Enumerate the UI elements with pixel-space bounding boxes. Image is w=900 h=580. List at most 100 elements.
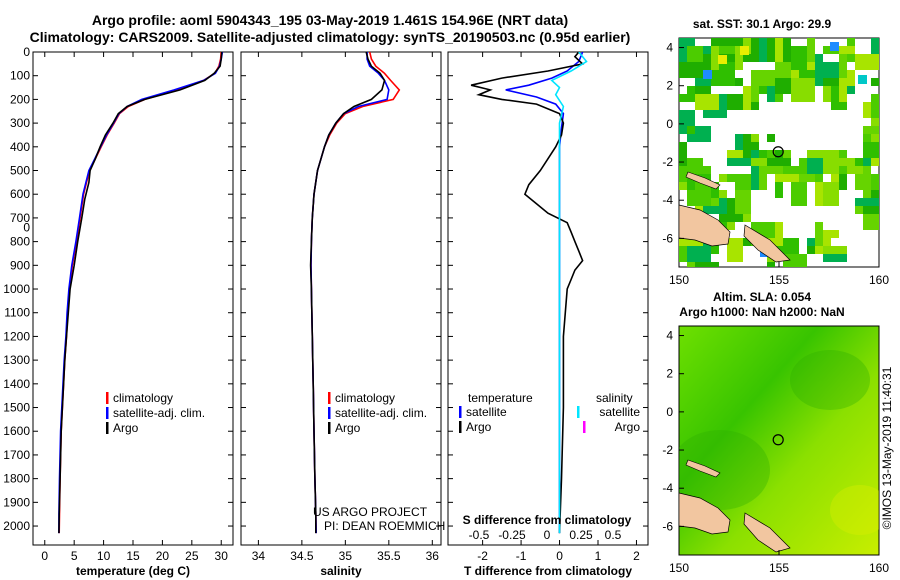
x-tick-label: 34.5 <box>290 549 314 563</box>
sst-cell <box>839 166 863 174</box>
sst-cell <box>767 262 775 267</box>
sst-cell <box>719 38 743 46</box>
y-tick-label: 0 <box>666 117 673 131</box>
sst-cell <box>815 182 823 206</box>
series-group <box>58 52 224 534</box>
x-tick-label: 34 <box>252 549 266 563</box>
sst-cell <box>703 78 711 86</box>
sst-cell <box>863 126 879 134</box>
x-tick-label: 0 <box>41 549 48 563</box>
sst-cell <box>791 182 807 206</box>
sst-cell <box>740 46 749 55</box>
sst-cell <box>807 246 815 254</box>
sst-cell <box>863 206 879 214</box>
y-tick-label: -2 <box>662 443 673 457</box>
x-tick-label: 5 <box>71 549 78 563</box>
sst-cell <box>679 166 687 182</box>
y-tick-label: 2 <box>666 79 673 93</box>
y-tick-label: 100 <box>10 69 30 83</box>
argo-position-marker <box>772 146 784 158</box>
x-axis-label: salinity <box>320 564 362 578</box>
legend-swatch <box>106 407 109 419</box>
legend-entry: satellite-adj. clim. <box>113 406 205 420</box>
legend-swatch <box>106 392 109 404</box>
legend-swatch <box>583 421 586 433</box>
x-tick-label: 35.5 <box>377 549 401 563</box>
sst-cell <box>855 54 879 70</box>
annotation-line: US ARGO PROJECT <box>313 505 428 519</box>
y-tick-label: 1200 <box>3 329 30 343</box>
legend-heading: salinity <box>596 391 633 405</box>
annotation-line: PI: DEAN ROEMMICH <box>324 519 445 533</box>
x-axis-label: T difference from climatology <box>464 564 632 578</box>
land-new-guinea-sst <box>679 171 791 263</box>
sst-cell <box>823 246 847 254</box>
x-tick-label: 10 <box>97 549 111 563</box>
y-tick-label: 700 <box>10 211 30 225</box>
y-tick-label: 200 <box>10 92 30 106</box>
legend-entry: satellite-adj. clim. <box>335 406 427 420</box>
sst-cell <box>751 38 759 62</box>
sst-cell <box>735 190 751 214</box>
legend-swatch <box>106 422 109 434</box>
sst-cell <box>751 70 775 86</box>
sst-cell <box>759 86 767 94</box>
legend-entry: satellite <box>466 405 507 419</box>
sst-cell <box>759 222 775 238</box>
sst-cell <box>823 78 847 86</box>
legend-entry: climatology <box>335 391 395 405</box>
legend-entry: satellite <box>599 405 640 419</box>
sst-cell <box>735 174 751 190</box>
legend-entry: climatology <box>113 391 173 405</box>
x-tick-label: 2 <box>633 549 640 563</box>
sst-cell <box>863 214 879 230</box>
legend-swatch <box>328 407 331 419</box>
sst-cell <box>719 214 743 222</box>
sst-field <box>679 38 879 267</box>
y-tick-label: 600 <box>10 187 30 201</box>
sst-cell <box>839 78 847 102</box>
sst-cell <box>775 150 783 158</box>
argo-position-marker <box>772 434 784 446</box>
sst-cell <box>759 166 767 190</box>
series-line-salinity-satellite <box>550 52 588 534</box>
sst-cell <box>687 46 703 62</box>
y-tick-label: 1400 <box>3 377 30 391</box>
sst-cell <box>830 42 839 51</box>
sla-field <box>679 350 879 535</box>
s-tick-label: -0.5 <box>469 528 490 542</box>
sst-cell <box>679 62 687 78</box>
sst-cell <box>751 86 759 102</box>
y-tick-label: 1500 <box>3 401 30 415</box>
sst-cell <box>727 150 743 158</box>
plot-frame <box>32 51 234 546</box>
x-tick-label: 0 <box>556 549 563 563</box>
sst-cell <box>775 38 783 62</box>
x-axis-label: temperature (deg C) <box>76 564 190 578</box>
y-tick-label: 300 <box>10 116 30 130</box>
y-tick-label: 4 <box>666 41 673 55</box>
s-axis-label: S difference from climatology <box>463 513 632 527</box>
sst-cell <box>695 262 719 267</box>
x-tick-label: 160 <box>869 561 889 575</box>
legend-entry: Argo <box>466 420 492 434</box>
sst-cell <box>775 174 783 198</box>
sst-cell <box>751 158 767 166</box>
sst-cell <box>743 54 759 62</box>
y-tick-label: 900 <box>10 258 30 272</box>
sst-cell <box>839 54 847 78</box>
sst-cell <box>839 166 847 190</box>
y-tick-label: -2 <box>662 155 673 169</box>
sst-cell <box>679 94 687 102</box>
sst-cell <box>799 174 815 182</box>
sst-cell <box>711 70 735 78</box>
profile-panel-1: 0 5 10 15 20 25 300100200300400500600700080090… <box>3 45 234 578</box>
sst-cell <box>775 62 791 78</box>
sst-cell <box>807 38 815 46</box>
sst-cell <box>718 55 727 64</box>
legend-difference-panel: temperaturesatelliteArgosalinitysatellit… <box>459 391 640 434</box>
s-difference-axis: S difference from climatology-0.5 -0.25 0 0… <box>463 513 632 542</box>
sst-cell <box>871 158 879 166</box>
series-group <box>470 52 588 534</box>
sst-cell <box>751 166 759 190</box>
